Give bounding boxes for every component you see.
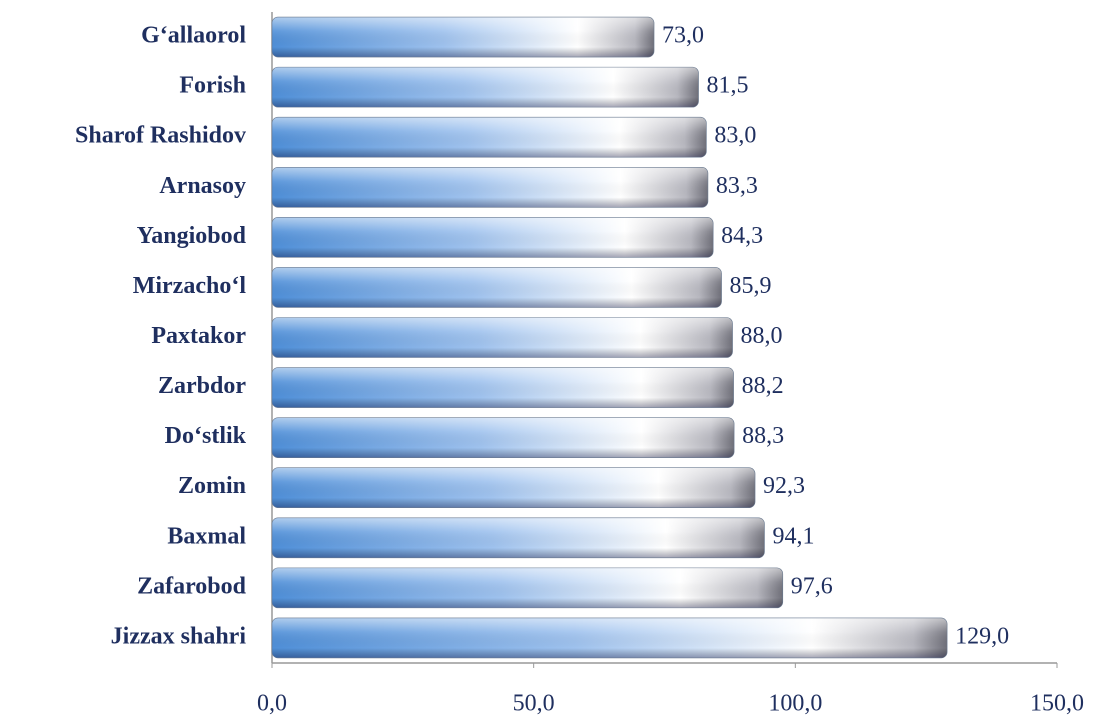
y-tick-label: Baxmal [167, 523, 246, 549]
value-label: 129,0 [955, 623, 1009, 649]
bar-shade [271, 517, 765, 559]
bar-shade [271, 567, 784, 609]
x-tick-label: 150,0 [1030, 691, 1084, 717]
value-label: 83,3 [716, 173, 758, 199]
value-label: 97,6 [791, 573, 833, 599]
x-tick-label: 50,0 [513, 691, 555, 717]
value-label: 85,9 [730, 273, 772, 299]
bar-shade [271, 166, 709, 208]
y-tick-label: Zafarobod [137, 573, 247, 599]
value-label: 84,3 [721, 223, 763, 249]
value-label: 88,3 [742, 423, 784, 449]
bar-shade [271, 267, 722, 308]
y-tick-label: Paxtakor [151, 323, 246, 349]
bar-shade [271, 66, 699, 108]
value-label: 88,2 [742, 373, 784, 399]
bar-shade [271, 217, 714, 258]
bar-shade [271, 467, 756, 509]
bar-shade [271, 16, 655, 58]
y-tick-label: Arnasoy [159, 173, 246, 199]
y-tick-label: Forish [179, 73, 246, 99]
bar-shade [271, 116, 707, 158]
value-label: 83,0 [714, 123, 756, 149]
y-tick-label: Mirzacho‘l [133, 273, 247, 299]
y-tick-label: Yangiobod [137, 223, 247, 249]
y-tick-label: Zarbdor [158, 373, 246, 399]
y-tick-label: Sharof Rashidov [75, 123, 246, 149]
value-label: 81,5 [707, 73, 749, 99]
y-tick-label: Do‘stlik [165, 423, 247, 449]
y-tick-label: Zomin [178, 473, 246, 499]
x-tick-label: 0,0 [257, 691, 287, 717]
value-label: 73,0 [662, 23, 704, 49]
value-label: 88,0 [741, 323, 783, 349]
bar-shade [271, 417, 735, 458]
value-label: 94,1 [772, 523, 814, 549]
y-tick-label: Jizzax shahri [111, 623, 247, 649]
x-tick-label: 100,0 [768, 691, 822, 717]
bar-shade [271, 367, 734, 408]
bar-shade [271, 317, 733, 358]
y-tick-label: G‘allaorol [141, 23, 246, 49]
bar-shade [271, 617, 948, 659]
value-label: 92,3 [763, 473, 805, 499]
